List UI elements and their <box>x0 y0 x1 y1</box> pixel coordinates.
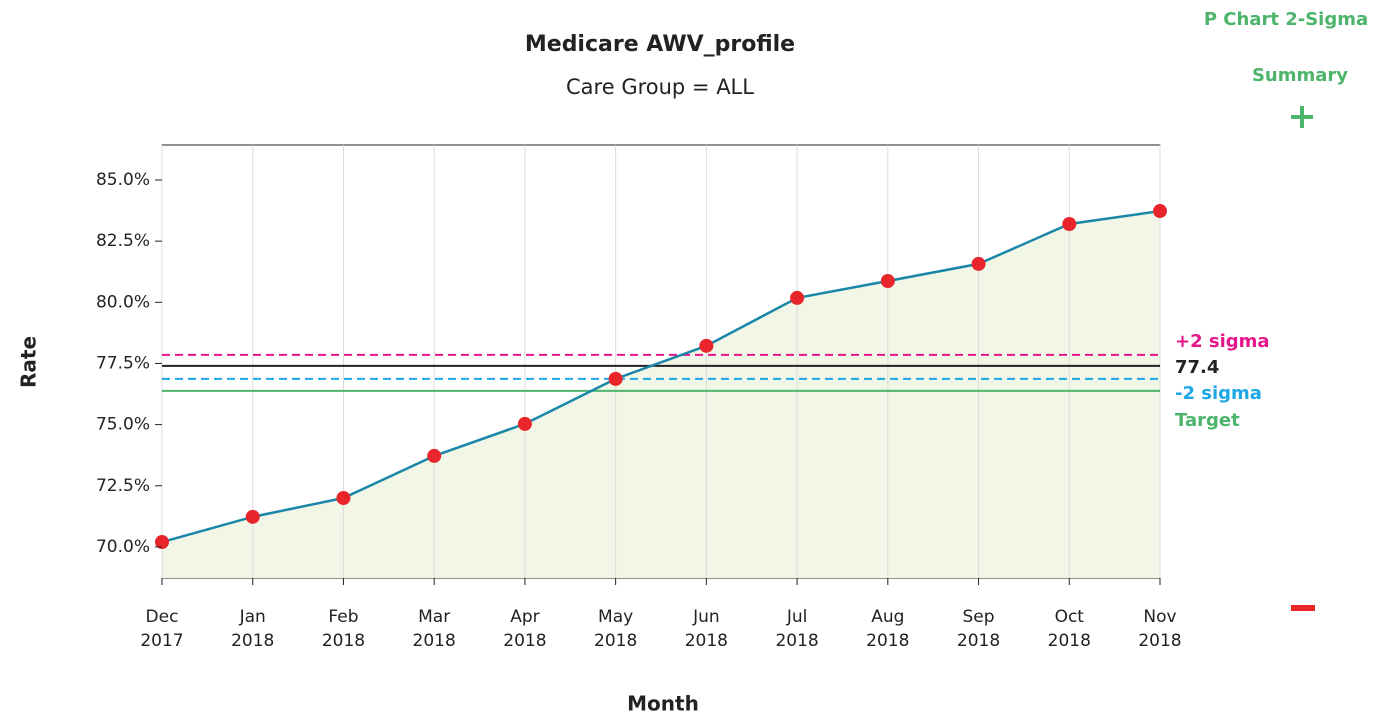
data-point <box>880 274 895 289</box>
x-tick-label: 2018 <box>957 631 1000 651</box>
data-line <box>161 209 1161 544</box>
x-tick-label: 2018 <box>685 631 728 651</box>
zoom-in-button[interactable] <box>1291 106 1313 128</box>
x-tick-label: Jun <box>692 607 720 627</box>
reference-label: +2 sigma <box>1175 331 1270 352</box>
reference-label: -2 sigma <box>1175 383 1262 404</box>
chart-subtitle: Care Group = ALL <box>566 75 754 99</box>
data-point <box>1062 217 1077 232</box>
x-tick-label: Jul <box>786 607 808 627</box>
x-tick-label: 2018 <box>1138 631 1181 651</box>
x-tick-label: Jan <box>239 607 266 627</box>
x-tick-label: Apr <box>510 607 539 627</box>
x-tick-label: 2017 <box>140 631 183 651</box>
y-axis-label: Rate <box>17 336 41 388</box>
x-axis-label: Month <box>627 692 699 716</box>
plus-icon <box>1300 106 1304 128</box>
summary-button[interactable]: Summary <box>1252 65 1348 86</box>
x-tick-label: 2018 <box>503 631 546 651</box>
x-tick-label: 2018 <box>594 631 637 651</box>
data-point <box>427 448 442 463</box>
x-tick-label: 2018 <box>1048 631 1091 651</box>
reference-label: 77.4 <box>1175 357 1219 378</box>
chart-type-button[interactable]: P Chart 2-Sigma <box>1204 9 1368 30</box>
data-point <box>971 256 986 271</box>
y-tick-label: 70.0% <box>96 537 150 557</box>
x-tick-label: 2018 <box>866 631 909 651</box>
data-point <box>608 371 623 386</box>
chart-title: Medicare AWV_profile <box>525 32 795 57</box>
x-tick-label: 2018 <box>775 631 818 651</box>
data-point <box>699 338 714 353</box>
data-point <box>155 535 169 550</box>
y-tick-label: 85.0% <box>96 170 150 190</box>
data-point <box>1153 204 1167 219</box>
x-tick-label: 2018 <box>231 631 274 651</box>
area <box>162 211 1160 578</box>
data-point <box>790 290 805 305</box>
y-tick-label: 77.5% <box>96 353 150 373</box>
x-tick-label: Oct <box>1055 607 1085 627</box>
x-tick-label: Feb <box>328 607 358 627</box>
x-tick-label: Mar <box>418 607 450 627</box>
data-point <box>336 491 351 506</box>
data-point <box>245 509 260 524</box>
reference-label: Target <box>1175 410 1240 431</box>
x-tick-label: 2018 <box>413 631 456 651</box>
x-tick-label: Aug <box>871 607 904 627</box>
data-point <box>517 416 532 431</box>
x-tick-label: May <box>598 607 633 627</box>
y-tick-label: 80.0% <box>96 292 150 312</box>
x-tick-label: Dec <box>146 607 179 627</box>
y-tick-label: 75.0% <box>96 415 150 435</box>
y-tick-label: 72.5% <box>96 476 150 496</box>
y-tick-label: 82.5% <box>96 231 150 251</box>
x-tick-label: 2018 <box>322 631 365 651</box>
x-tick-label: Nov <box>1143 607 1176 627</box>
zoom-out-button[interactable] <box>1291 605 1315 611</box>
x-tick-label: Sep <box>963 607 995 627</box>
